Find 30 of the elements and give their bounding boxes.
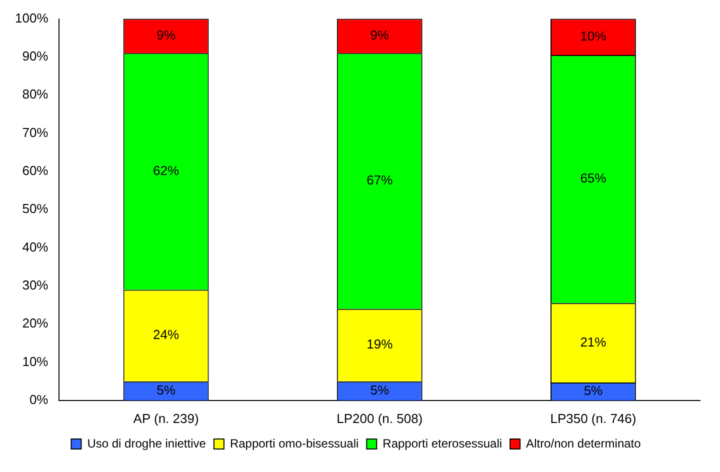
data-label: 9% [156,28,176,43]
data-label: 5% [370,382,390,398]
y-tick-label: 80% [22,86,49,102]
data-label: 65% [580,170,607,186]
legend-label: Rapporti eterosessuali [382,436,502,450]
y-tick-label: 70% [22,124,49,140]
data-label: 5% [156,382,176,398]
data-label: 9% [370,28,390,43]
y-tick-label: 0% [29,392,49,407]
data-label: 19% [366,336,394,352]
y-tick-label: 10% [22,354,49,369]
data-label: 24% [153,327,180,342]
legend-label: Uso di droghe iniettive [87,436,206,450]
data-label: 67% [366,172,394,188]
y-tick-label: 60% [22,163,49,178]
y-tick-label: 90% [22,48,49,64]
y-tick-label: 20% [22,316,49,331]
y-tick-label: 40% [22,239,49,254]
data-label: 62% [153,163,180,178]
x-tick-label: LP200 (n. 508) [336,410,423,426]
legend-label: Altro/non determinato [526,436,642,450]
data-label: 5% [584,383,604,398]
data-label: 10% [580,28,607,44]
y-tick-label: 50% [22,201,49,216]
data-label: 21% [580,334,607,350]
y-tick-label: 100% [15,10,49,26]
x-tick-label: LP350 (n. 746) [550,410,636,426]
y-tick-label: 30% [22,278,49,292]
x-tick-label: AP (n. 239) [133,410,199,426]
legend-label: Rapporti omo-bisessuali [230,436,359,450]
